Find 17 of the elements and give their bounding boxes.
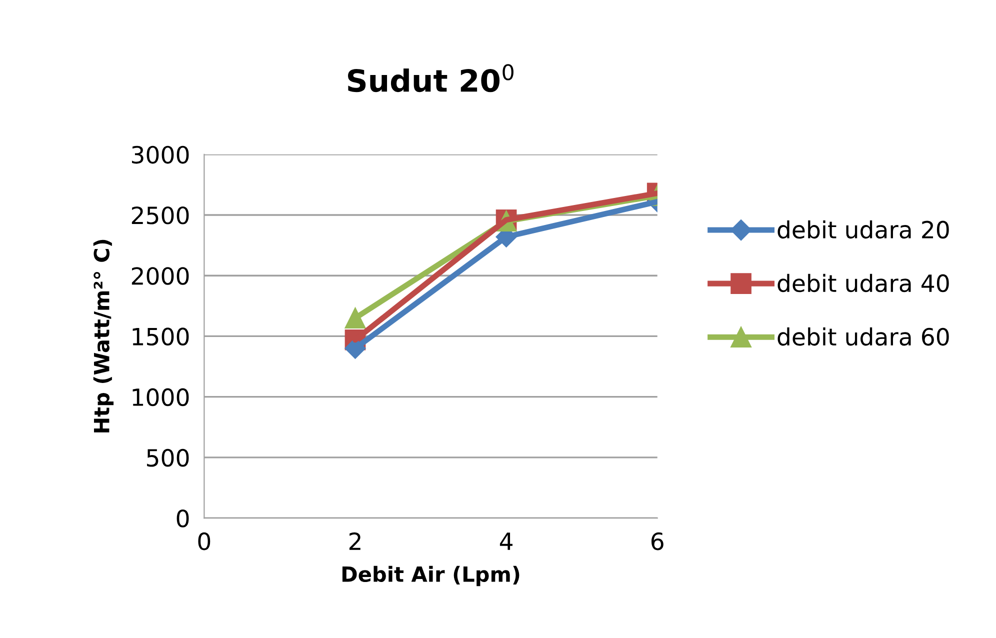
legend-label: debit udara 40 xyxy=(778,274,949,292)
y-tick-label: 2500 xyxy=(132,206,189,224)
legend-label: debit udara 20 xyxy=(778,220,949,239)
y-tick-label: 1000 xyxy=(132,388,189,406)
legend-label: debit udara 60 xyxy=(778,327,949,346)
y-tick-label: 3000 xyxy=(132,146,189,164)
x-tick-label: 4 xyxy=(500,532,512,550)
x-tick-label: 6 xyxy=(652,532,664,550)
y-tick-label: 0 xyxy=(176,510,189,528)
y-tick-label: 2000 xyxy=(132,267,189,285)
x-tick-label: 0 xyxy=(198,532,210,550)
y-tick-label: 500 xyxy=(147,448,189,467)
y-tick-label: 1500 xyxy=(132,328,189,346)
chart-title: Sudut 20$^{0}$ xyxy=(348,64,514,92)
y-axis-title: Htp (Watt/m²° C) xyxy=(93,240,114,432)
x-axis-title: Debit Air (Lpm) xyxy=(342,566,520,586)
x-tick-label: 2 xyxy=(349,532,360,550)
